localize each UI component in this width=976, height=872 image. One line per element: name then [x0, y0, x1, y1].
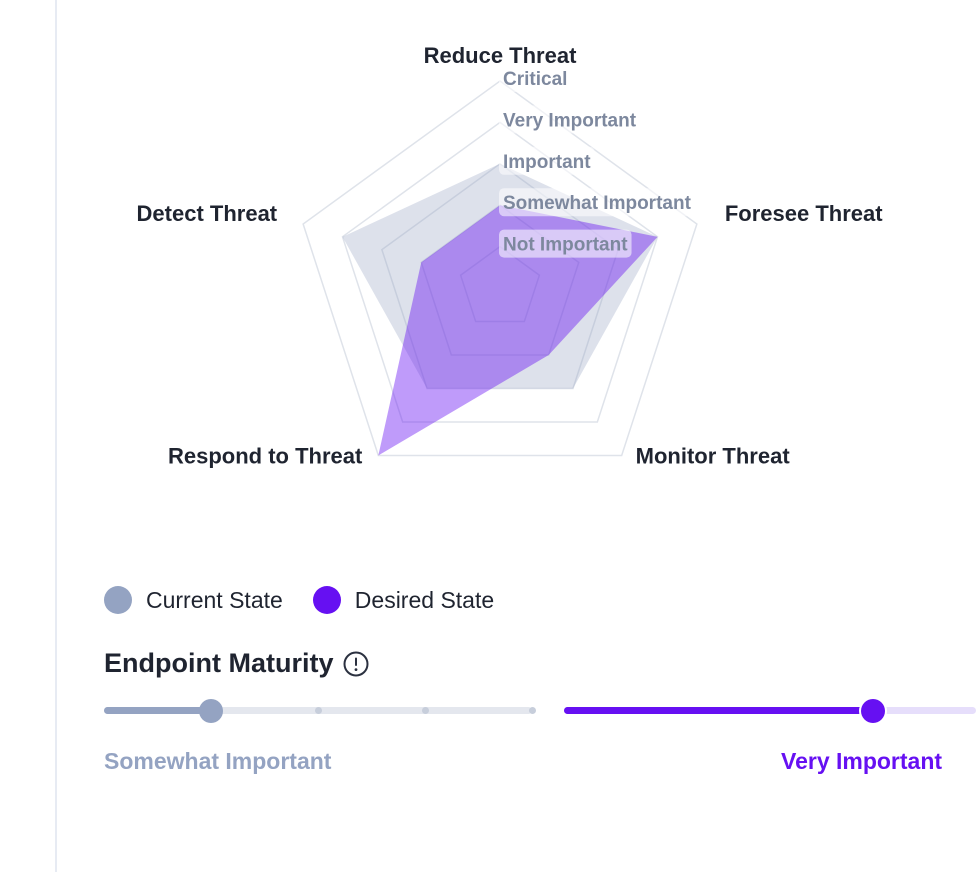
radar-grid-ring	[459, 245, 541, 323]
level-label-bg	[499, 64, 572, 92]
level-label: Very Important	[503, 110, 637, 131]
radar-series-current	[342, 163, 658, 389]
radar-axis-labels: Reduce Threat Foresee Threat Monitor Threa…	[137, 43, 884, 468]
info-circle-icon[interactable]	[343, 651, 369, 677]
legend-swatch-desired	[312, 586, 341, 614]
desired-state-slider[interactable]	[564, 697, 976, 723]
slider-thumb[interactable]	[861, 699, 885, 723]
slider-fill	[104, 707, 211, 714]
axis-label: Foresee Threat	[725, 201, 883, 226]
left-divider	[55, 0, 57, 872]
slider-tick	[314, 707, 322, 714]
slider-tick	[421, 707, 429, 714]
level-label-bg	[499, 188, 695, 217]
slider-thumb[interactable]	[199, 699, 223, 723]
legend-item-current: Current State	[104, 586, 283, 614]
radar-level-labels: Not Important Somewhat Important Important…	[499, 64, 695, 258]
slider-tick	[528, 707, 536, 714]
legend-label-current: Current State	[146, 586, 283, 613]
level-label-bg	[499, 229, 632, 258]
section-header: Endpoint Maturity	[104, 648, 369, 679]
current-state-slider[interactable]	[104, 697, 536, 723]
axis-label: Monitor Threat	[636, 443, 791, 468]
slider-fill	[564, 707, 873, 714]
level-label-bg	[499, 146, 595, 175]
level-label: Not Important	[503, 235, 628, 256]
legend-item-desired: Desired State	[312, 586, 495, 614]
axis-label: Reduce Threat	[424, 43, 577, 68]
radar-chart: Not Important Somewhat Important Important…	[137, 43, 884, 468]
current-state-value: Somewhat Important	[104, 748, 332, 774]
level-label-bg	[499, 105, 641, 134]
axis-label: Detect Threat	[137, 201, 278, 226]
chart-legend: Current State Desired State	[104, 586, 494, 614]
level-label: Important	[503, 152, 591, 173]
level-label: Somewhat Important	[503, 193, 692, 214]
desired-state-value: Very Important	[781, 748, 943, 774]
radar-series-desired	[378, 205, 658, 456]
axis-label: Respond to Threat	[168, 443, 363, 468]
section-title: Endpoint Maturity	[104, 648, 334, 678]
radar-grid-ring	[341, 121, 659, 423]
level-label: Critical	[503, 69, 567, 90]
legend-swatch-current	[104, 586, 132, 614]
radar-series	[342, 163, 658, 456]
legend-label-desired: Desired State	[354, 586, 495, 613]
